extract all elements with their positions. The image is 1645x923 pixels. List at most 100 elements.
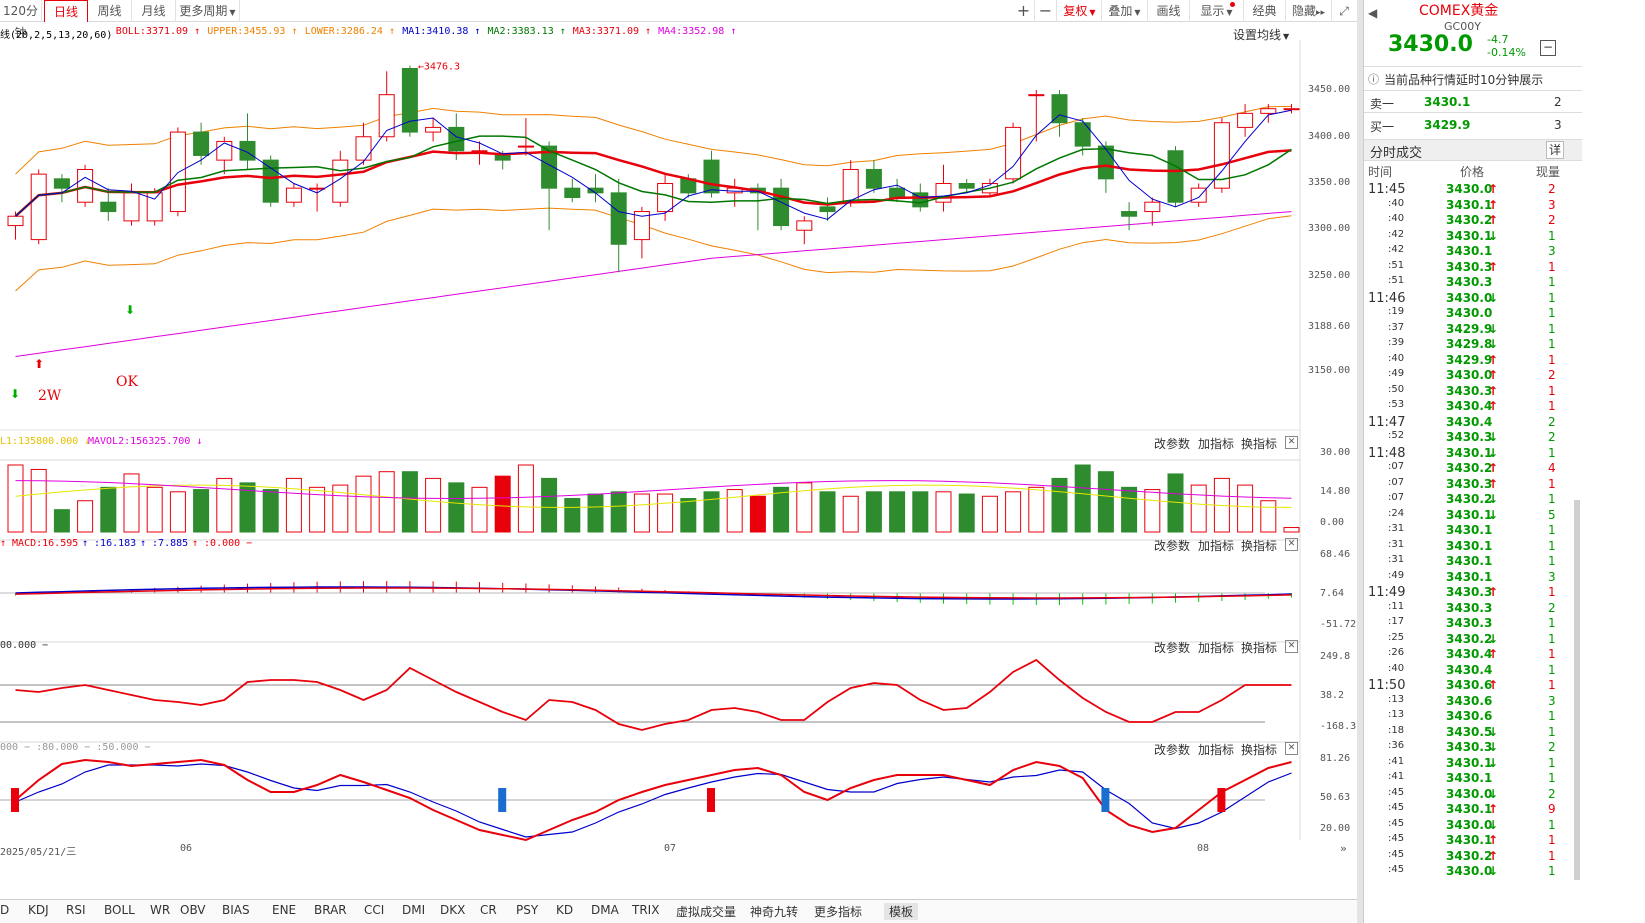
trades-scrollbar[interactable] <box>1574 500 1580 880</box>
ma4-line <box>15 211 1292 357</box>
zoom-in-button[interactable]: + <box>1013 0 1035 22</box>
price-tick-label: 3450.00 <box>1308 84 1351 95</box>
change-param-button[interactable]: 改参数 <box>1154 539 1191 553</box>
trade-price: 3430.3 <box>1446 740 1493 754</box>
add-indicator-button[interactable]: 加指标 <box>1198 539 1235 553</box>
switch-indicator-button[interactable]: 换指标 <box>1241 641 1278 655</box>
trade-price: 3430.4 <box>1446 647 1493 661</box>
legend-item: MA3:3371.09 ↑ <box>572 26 652 37</box>
mavol2-line <box>15 480 1292 500</box>
overlay-dropdown[interactable]: 叠加 ▼ <box>1102 0 1148 22</box>
collapse-icon[interactable]: − <box>1540 40 1556 56</box>
up-candle <box>285 187 302 203</box>
indicator-tab-6[interactable]: BIAS <box>222 903 250 917</box>
down-candle <box>1167 150 1184 203</box>
close-icon[interactable]: ✕ <box>1285 742 1298 755</box>
indicator-tab-15[interactable]: DMA <box>591 903 619 917</box>
trade-price: 3430.2 <box>1446 631 1493 646</box>
more-period-dropdown[interactable]: 更多周期 ▼ <box>176 0 240 22</box>
trade-row: :26 3430.4 ↑ 1 <box>1364 647 1582 663</box>
trade-row: :19 3430.0 1 <box>1364 306 1582 322</box>
indicator-tab-0[interactable]: D <box>0 903 10 917</box>
indicator-tab-17[interactable]: 虚拟成交量 <box>676 905 737 919</box>
trade-time: :07 <box>1388 492 1405 503</box>
hide-button[interactable]: 隐藏▸▸ <box>1286 0 1332 22</box>
indicator-tab-14[interactable]: KD <box>556 903 574 917</box>
down-arrow-icon: ↓ <box>1488 631 1499 646</box>
settings-ma-dropdown[interactable]: 设置均线 ▼ <box>1233 26 1289 43</box>
up-candle <box>1213 122 1230 189</box>
display-dropdown[interactable]: 显示 ▼ <box>1190 0 1244 22</box>
trade-price: 3430.1 <box>1446 771 1493 785</box>
indicator-tab-10[interactable]: DMI <box>402 903 426 917</box>
trade-volume: 1 <box>1548 678 1556 692</box>
down-arrow-icon: ↓ <box>1488 724 1499 739</box>
add-indicator-button[interactable]: 加指标 <box>1198 743 1235 757</box>
expand-icon[interactable]: ⤢ <box>1339 4 1349 18</box>
close-icon[interactable]: ✕ <box>1285 538 1298 551</box>
up-arrow-icon: ⬆ <box>34 357 44 371</box>
fuquan-dropdown[interactable]: 复权 ▼ <box>1058 0 1102 22</box>
add-indicator-button[interactable]: 加指标 <box>1198 437 1235 451</box>
switch-indicator-button[interactable]: 换指标 <box>1241 743 1278 757</box>
trade-price: 3430.2 <box>1446 848 1493 863</box>
up-arrow-icon: ↑ <box>1488 182 1499 196</box>
indicator-tab-20[interactable]: 模板 <box>884 903 919 920</box>
candlestick-chart[interactable]: ←3476.3 2W OK ⬇ ⬇ ⬆ <box>0 40 1360 880</box>
quote-panel: ◀ COMEX黄金 GC00Y 3430.0 -4.7 -0.14% − ⓘ 当… <box>1363 0 1645 923</box>
trade-price: 3430.0 <box>1446 864 1493 878</box>
indicator-tab-11[interactable]: DKX <box>440 903 466 917</box>
detail-button[interactable]: 详 <box>1546 141 1564 159</box>
volume-bar <box>865 491 882 533</box>
indicator-tab-12[interactable]: CR <box>480 903 497 917</box>
indicator-tab-7[interactable]: ENE <box>272 903 297 917</box>
indicator-tab-16[interactable]: TRIX <box>632 903 660 917</box>
indicator-tab-8[interactable]: BRAR <box>314 903 347 917</box>
close-icon[interactable]: ✕ <box>1285 640 1298 653</box>
scroll-right-icon[interactable]: » <box>1340 842 1347 855</box>
down-candle <box>889 187 906 199</box>
trade-time: :53 <box>1388 399 1405 410</box>
up-candle <box>355 136 372 161</box>
indicator-tab-5[interactable]: OBV <box>180 903 206 917</box>
indicator-tab-4[interactable]: WR <box>150 903 171 917</box>
volume-bar <box>77 500 94 533</box>
down-arrow-icon: ↓ <box>1488 755 1499 770</box>
volume-bar <box>773 486 790 533</box>
indicator-tab-3[interactable]: BOLL <box>104 903 135 917</box>
classic-button[interactable]: 经典 <box>1244 0 1286 22</box>
trade-time: 11:48 <box>1368 445 1406 461</box>
volume-bar <box>285 477 302 533</box>
close-icon[interactable]: ✕ <box>1285 436 1298 449</box>
indicator-tab-18[interactable]: 神奇九转 <box>750 905 799 919</box>
period-week-tab[interactable]: 周线 <box>88 0 132 22</box>
indicator-tab-1[interactable]: KDJ <box>28 903 49 917</box>
trade-price: 3429.9 <box>1446 352 1493 367</box>
add-indicator-button[interactable]: 加指标 <box>1198 641 1235 655</box>
trade-price: 3430.6 <box>1446 678 1493 692</box>
cci-legend: 00.000 − <box>0 640 49 651</box>
indicator-tab-2[interactable]: RSI <box>66 903 86 917</box>
panel-divider[interactable] <box>1357 0 1363 923</box>
indicator-tab-13[interactable]: PSY <box>516 903 539 917</box>
trade-price: 3430.4 <box>1446 662 1493 677</box>
volume-bar <box>448 482 465 533</box>
period-120min-tab[interactable]: 120分钟 <box>0 0 42 40</box>
trade-row: :18 3430.5 ↓ 1 <box>1364 725 1582 741</box>
trade-price: 3430.2 <box>1446 461 1493 475</box>
prev-item-icon[interactable]: ◀ <box>1368 6 1378 20</box>
draw-line-button[interactable]: 画线 <box>1148 0 1190 22</box>
period-day-tab[interactable]: 日线 <box>44 0 88 22</box>
zoom-out-button[interactable]: − <box>1035 0 1057 22</box>
volume-bar <box>657 493 674 533</box>
switch-indicator-button[interactable]: 换指标 <box>1241 539 1278 553</box>
change-param-button[interactable]: 改参数 <box>1154 641 1191 655</box>
indicator-tab-9[interactable]: CCI <box>364 903 385 917</box>
period-month-tab[interactable]: 月线 <box>132 0 176 22</box>
trade-row: :45 3430.1 ↑ 9 <box>1364 802 1582 818</box>
switch-indicator-button[interactable]: 换指标 <box>1241 437 1278 451</box>
dea-line <box>15 587 1292 599</box>
change-param-button[interactable]: 改参数 <box>1154 743 1191 757</box>
indicator-tab-19[interactable]: 更多指标 <box>814 905 863 919</box>
change-param-button[interactable]: 改参数 <box>1154 437 1191 451</box>
